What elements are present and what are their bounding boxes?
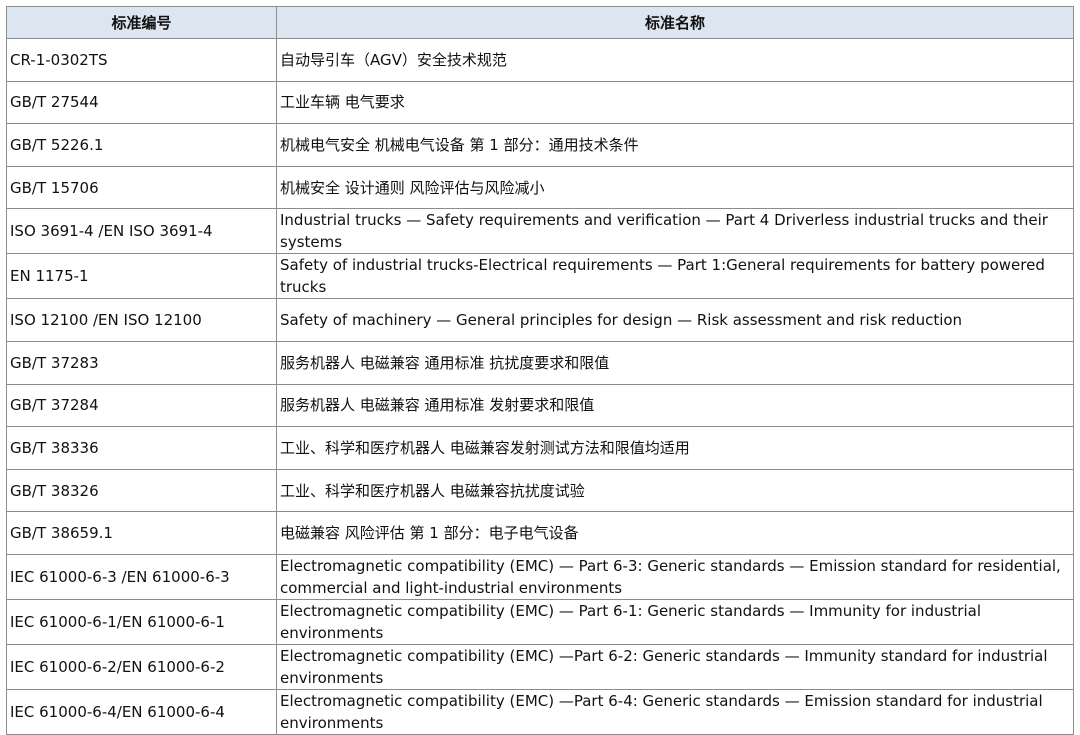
standard-number-cell: GB/T 38659.1	[6, 511, 277, 555]
standard-name-cell: 工业、科学和医疗机器人 电磁兼容抗扰度试验	[276, 468, 1074, 513]
standard-number-cell: GB/T 37283	[6, 340, 277, 385]
table-row: GB/T 27544 工业车辆 电气要求	[6, 80, 1074, 125]
standard-number-cell: EN 1175-1	[6, 253, 277, 300]
standard-number-cell: GB/T 37284	[6, 383, 277, 428]
table-row: GB/T 37283 服务机器人 电磁兼容 通用标准 抗扰度要求和限值	[6, 340, 1074, 385]
standard-number-cell: IEC 61000-6-2/EN 61000-6-2	[6, 643, 277, 690]
standard-name-cell: Industrial trucks — Safety requirements …	[276, 208, 1074, 255]
header-standard-number: 标准编号	[6, 6, 277, 39]
standard-name-cell: 工业车辆 电气要求	[276, 80, 1074, 125]
standard-name-cell: 自动导引车（AGV）安全技术规范	[276, 38, 1074, 82]
standard-number-cell: GB/T 38336	[6, 426, 277, 470]
table-row: IEC 61000-6-1/EN 61000-6-1 Electromagneti…	[6, 598, 1074, 645]
standard-name-cell: 机械电气安全 机械电气设备 第 1 部分：通用技术条件	[276, 123, 1074, 167]
table-row: EN 1175-1 Safety of industrial trucks-Ele…	[6, 253, 1074, 300]
standard-number-cell: CR-1-0302TS	[6, 38, 277, 82]
table-row: ISO 3691-4 /EN ISO 3691-4 Industrial truc…	[6, 208, 1074, 255]
header-row: 标准编号 标准名称	[6, 6, 1074, 39]
standard-name-cell: 机械安全 设计通则 风险评估与风险减小	[276, 165, 1074, 210]
standard-number-cell: ISO 12100 /EN ISO 12100	[6, 298, 277, 342]
table-row: GB/T 5226.1 机械电气安全 机械电气设备 第 1 部分：通用技术条件	[6, 123, 1074, 167]
standard-name-cell: Electromagnetic compatibility (EMC) —Par…	[276, 643, 1074, 690]
standard-number-cell: GB/T 38326	[6, 468, 277, 513]
standards-table: 标准编号 标准名称 CR-1-0302TS 自动导引车（AGV）安全技术规范 GB/…	[6, 6, 1074, 735]
header-standard-name: 标准名称	[276, 6, 1074, 39]
table-row: IEC 61000-6-4/EN 61000-6-4 Electromagneti…	[6, 688, 1074, 735]
standard-name-cell: Electromagnetic compatibility (EMC) —Par…	[276, 688, 1074, 735]
standard-number-cell: IEC 61000-6-4/EN 61000-6-4	[6, 688, 277, 735]
table-body: CR-1-0302TS 自动导引车（AGV）安全技术规范 GB/T 27544 工业车…	[6, 38, 1074, 735]
table-row: IEC 61000-6-2/EN 61000-6-2 Electromagneti…	[6, 643, 1074, 690]
table-row: GB/T 38659.1 电磁兼容 风险评估 第 1 部分：电子电气设备	[6, 511, 1074, 555]
standard-number-cell: ISO 3691-4 /EN ISO 3691-4	[6, 208, 277, 255]
standard-name-cell: 服务机器人 电磁兼容 通用标准 发射要求和限值	[276, 383, 1074, 428]
standard-name-cell: 服务机器人 电磁兼容 通用标准 抗扰度要求和限值	[276, 340, 1074, 385]
standard-name-cell: 电磁兼容 风险评估 第 1 部分：电子电气设备	[276, 511, 1074, 555]
standard-number-cell: IEC 61000-6-3 /EN 61000-6-3	[6, 553, 277, 600]
standard-number-cell: GB/T 5226.1	[6, 123, 277, 167]
table-row: GB/T 38336 工业、科学和医疗机器人 电磁兼容发射测试方法和限值均适用	[6, 426, 1074, 470]
table-row: IEC 61000-6-3 /EN 61000-6-3 Electromagnet…	[6, 553, 1074, 600]
standard-name-cell: Safety of industrial trucks-Electrical r…	[276, 253, 1074, 300]
standard-number-cell: GB/T 15706	[6, 165, 277, 210]
standard-number-cell: IEC 61000-6-1/EN 61000-6-1	[6, 598, 277, 645]
standard-name-cell: Electromagnetic compatibility (EMC) — Pa…	[276, 598, 1074, 645]
standard-name-cell: 工业、科学和医疗机器人 电磁兼容发射测试方法和限值均适用	[276, 426, 1074, 470]
table-row: CR-1-0302TS 自动导引车（AGV）安全技术规范	[6, 38, 1074, 82]
standard-number-cell: GB/T 27544	[6, 80, 277, 125]
table-row: GB/T 15706 机械安全 设计通则 风险评估与风险减小	[6, 165, 1074, 210]
standard-name-cell: Safety of machinery — General principles…	[276, 298, 1074, 342]
table-row: GB/T 38326 工业、科学和医疗机器人 电磁兼容抗扰度试验	[6, 468, 1074, 513]
table-row: ISO 12100 /EN ISO 12100 Safety of machine…	[6, 298, 1074, 342]
table-row: GB/T 37284 服务机器人 电磁兼容 通用标准 发射要求和限值	[6, 383, 1074, 428]
standard-name-cell: Electromagnetic compatibility (EMC) — Pa…	[276, 553, 1074, 600]
